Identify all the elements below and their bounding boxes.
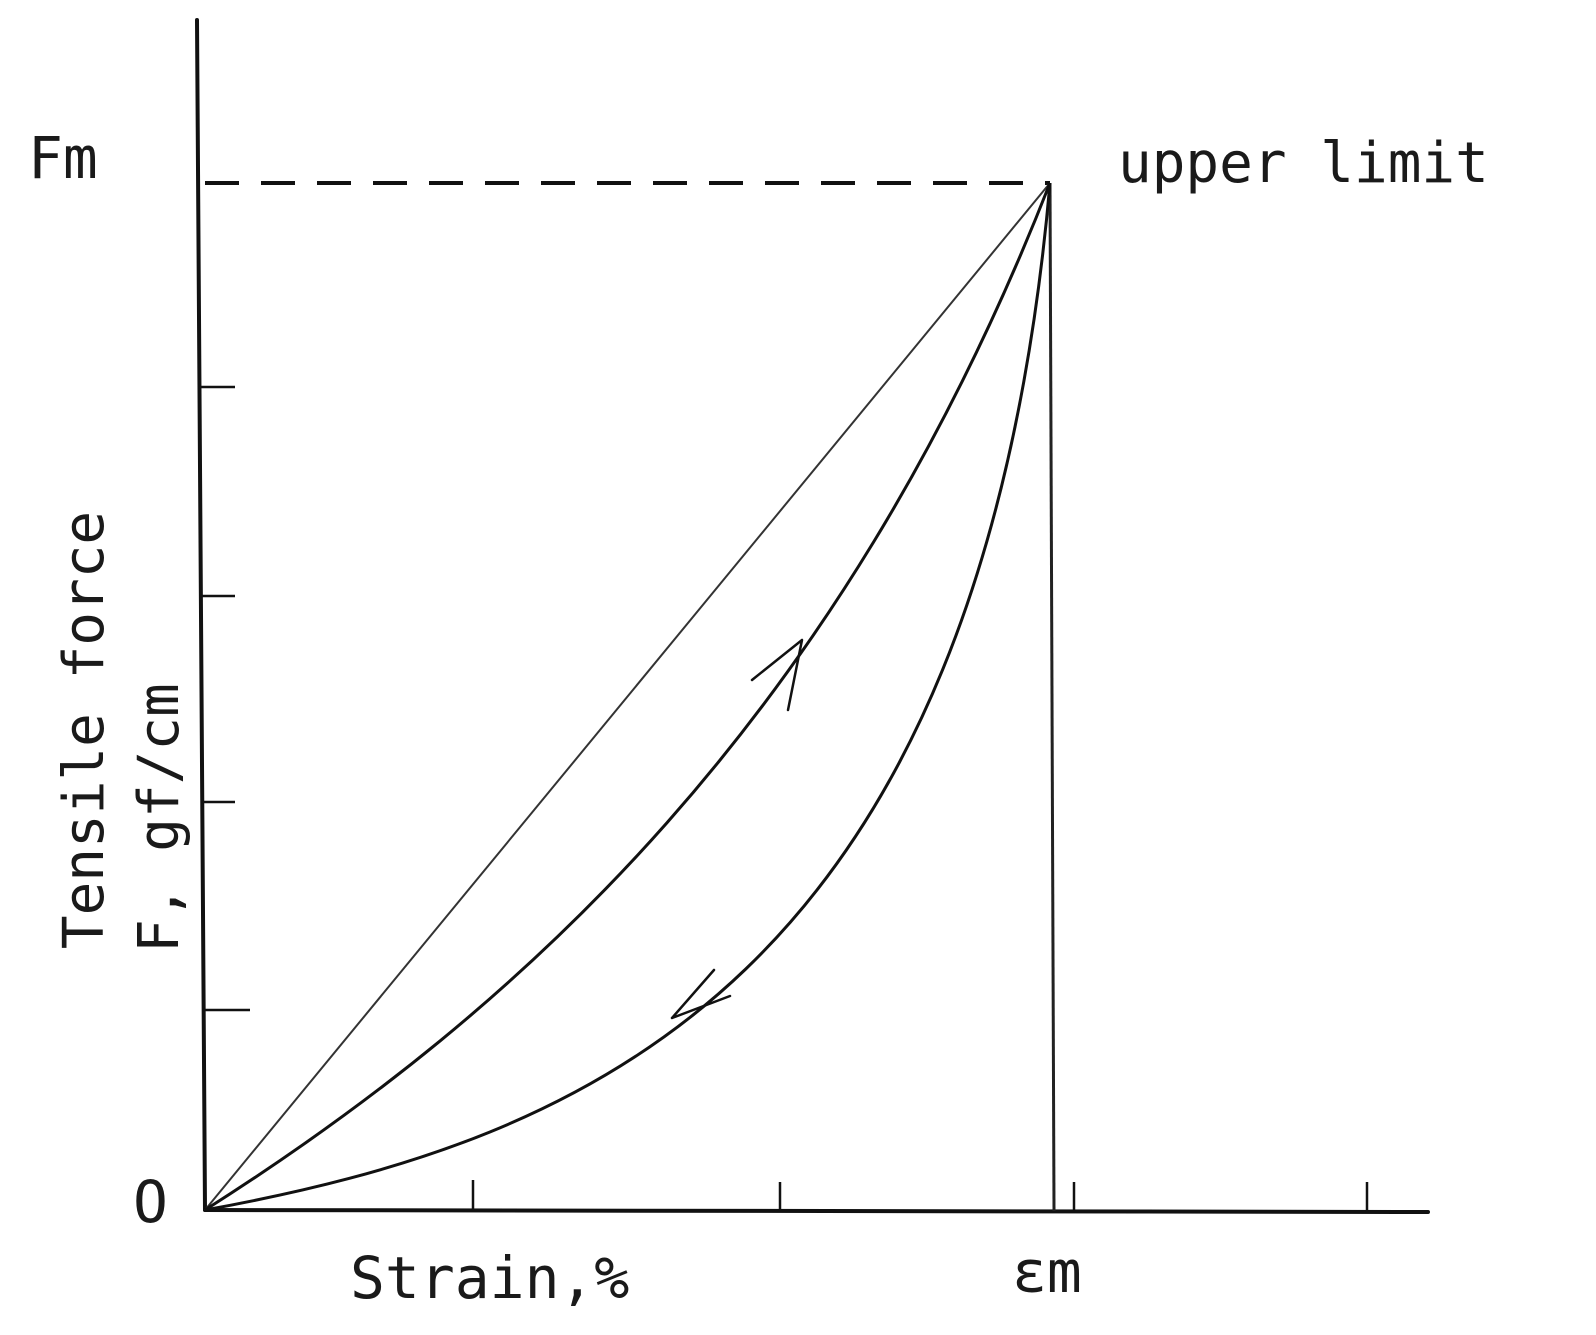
max-strain-vertical-line [1048,182,1056,1212]
y-axis [195,18,207,1212]
upper-limit-label: upper limit [1118,131,1489,196]
x-axis-label: Strain,% [350,1244,629,1312]
unloading-curve [204,182,1052,1212]
loading-curve [204,182,1052,1212]
unloading-direction-arrow-icon [670,968,732,1020]
origin-label: O [133,1168,168,1236]
loading-direction-arrow-icon [750,638,804,712]
x-axis [203,1208,1430,1214]
x-max-label: εm [1012,1238,1082,1306]
y-max-label: Fm [28,124,98,192]
y-axis-label-line2: F, gf/cm [127,683,192,953]
y-axis-label-line1: Tensile force [52,511,117,949]
straight-reference-line [204,182,1051,1211]
